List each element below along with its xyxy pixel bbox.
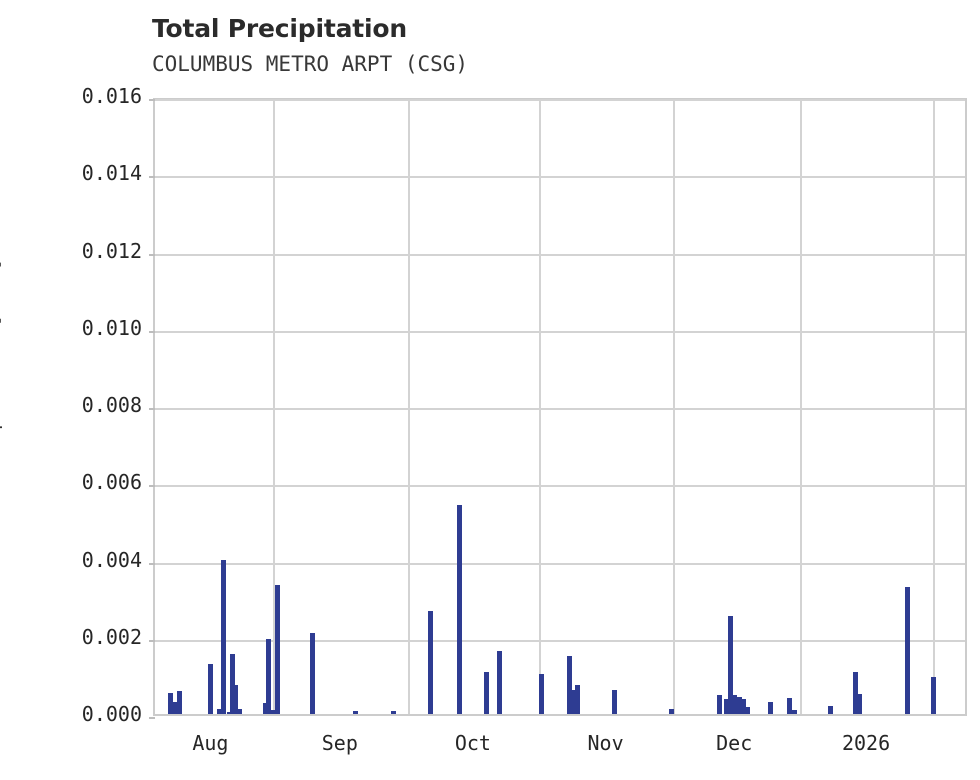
- horizontal-gridline: [155, 485, 965, 488]
- vertical-gridline: [539, 100, 542, 714]
- bar: [221, 559, 227, 714]
- bar: [167, 692, 173, 714]
- bar: [575, 685, 581, 714]
- bar: [229, 654, 235, 714]
- bar: [457, 505, 463, 714]
- bar: [792, 710, 798, 714]
- x-axis-tick-label: Sep: [321, 731, 358, 755]
- bar: [717, 695, 723, 714]
- y-axis-tick-mark: [149, 253, 155, 256]
- y-axis-tick-mark: [149, 639, 155, 642]
- x-axis-tick-label: Oct: [454, 731, 491, 755]
- bar: [853, 671, 859, 714]
- horizontal-gridline: [155, 330, 965, 333]
- bar: [611, 690, 617, 714]
- y-axis-tick-label: 0.002: [81, 624, 142, 649]
- bar: [236, 709, 242, 714]
- y-axis-tick-mark: [149, 485, 155, 488]
- bar: [905, 586, 911, 714]
- y-axis-tick-mark: [149, 330, 155, 333]
- bar: [172, 701, 178, 714]
- bar: [309, 632, 315, 714]
- bar: [732, 695, 738, 714]
- y-axis-tick-label: 0.016: [81, 84, 142, 108]
- bar: [266, 638, 272, 714]
- bar: [827, 705, 833, 714]
- bar: [275, 584, 280, 714]
- x-axis-tick-label: Nov: [587, 731, 624, 755]
- bar: [233, 685, 239, 714]
- x-axis-tick-label: 2026: [841, 731, 891, 755]
- bar: [177, 690, 183, 714]
- y-axis-tick-mark: [149, 99, 155, 101]
- horizontal-gridline: [155, 253, 965, 256]
- bar: [352, 710, 358, 714]
- bar: [786, 697, 792, 714]
- bar: [723, 699, 729, 714]
- horizontal-gridline: [155, 408, 965, 410]
- bar: [571, 690, 577, 714]
- bar: [857, 693, 863, 714]
- vertical-gridline: [273, 100, 276, 714]
- y-axis-tick-label: 0.008: [81, 393, 142, 417]
- bar: [391, 710, 396, 714]
- y-axis-tick-label: 0.000: [81, 702, 142, 726]
- bar: [538, 674, 544, 714]
- bar: [262, 703, 268, 714]
- bar: [217, 709, 223, 714]
- vertical-gridline: [799, 100, 802, 714]
- vertical-gridline: [672, 100, 675, 714]
- chart-subtitle: COLUMBUS METRO ARPT (CSG): [152, 52, 469, 76]
- bar: [226, 712, 232, 714]
- bar: [207, 663, 213, 714]
- y-axis-tick-mark: [149, 176, 155, 179]
- x-axis-tick-label: Aug: [192, 731, 229, 755]
- bar: [484, 672, 490, 714]
- y-axis-tick-labels: 0.000 0.002 0.004 0.006 0.008 0.010 0.012 0.014…: [10, 0, 142, 780]
- bar: [741, 698, 747, 714]
- x-axis-tick-label: Dec: [716, 731, 753, 755]
- bar: [668, 708, 674, 714]
- y-axis-tick-mark: [149, 717, 155, 719]
- bar: [497, 651, 503, 714]
- y-axis-tick-label: 0.006: [81, 470, 142, 495]
- bar: [745, 707, 751, 714]
- bar: [930, 677, 936, 714]
- y-axis-tick-label: 0.010: [81, 315, 142, 340]
- y-axis-tick-label: 0.012: [81, 238, 142, 263]
- y-axis-tick-mark: [149, 408, 155, 410]
- vertical-gridline: [407, 100, 410, 714]
- y-axis-tick-label: 0.004: [81, 547, 142, 572]
- bar: [736, 696, 742, 714]
- bar: [767, 702, 773, 714]
- horizontal-gridline: [155, 99, 965, 101]
- bar: [566, 656, 572, 714]
- y-axis-tick-mark: [149, 562, 155, 565]
- chart-title: Total Precipitation: [152, 14, 407, 43]
- bar: [270, 710, 276, 714]
- horizontal-gridline: [155, 562, 965, 565]
- y-axis-tick-label: 0.014: [81, 161, 142, 186]
- plot-area: [149, 98, 967, 719]
- horizontal-gridline: [155, 639, 965, 642]
- bar: [727, 616, 733, 714]
- horizontal-gridline: [155, 176, 965, 179]
- vertical-gridline: [932, 100, 935, 714]
- bar: [427, 610, 433, 714]
